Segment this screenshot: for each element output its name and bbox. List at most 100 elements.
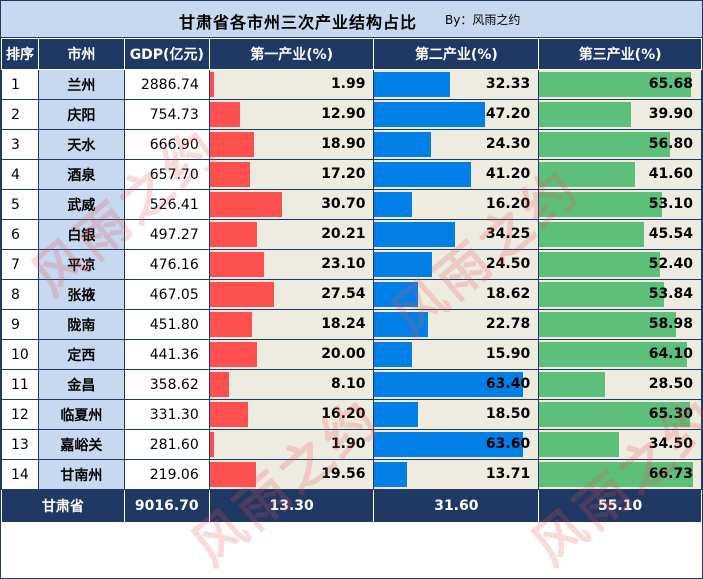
gdp-cell: 657.70 — [123, 159, 210, 190]
header-tertiary: 第三产业(%) — [538, 38, 702, 70]
tertiary-value: 56.80 — [648, 136, 693, 152]
header-row: 排序 市州 GDP(亿元) 第一产业(%) 第二产业(%) 第三产业(%) — [1, 38, 702, 70]
secondary-cell: 63.40 — [373, 369, 540, 400]
tertiary-cell: 41.60 — [538, 159, 702, 190]
tertiary-bar — [539, 372, 606, 397]
secondary-value: 32.33 — [485, 76, 531, 92]
city-cell: 陇南 — [37, 309, 125, 340]
primary-value: 8.10 — [330, 376, 366, 392]
rank-cell: 13 — [1, 429, 39, 460]
tertiary-value: 65.68 — [648, 76, 693, 92]
gdp-cell: 281.60 — [123, 429, 210, 460]
tertiary-cell: 52.40 — [538, 249, 702, 280]
secondary-value: 63.60 — [485, 436, 531, 452]
primary-cell: 19.56 — [208, 459, 375, 490]
primary-bar — [209, 132, 254, 157]
primary-value: 19.56 — [321, 466, 366, 482]
header-city: 市州 — [37, 38, 125, 70]
primary-value: 27.54 — [321, 286, 366, 302]
tertiary-value: 52.40 — [648, 256, 693, 272]
secondary-value: 24.50 — [485, 256, 531, 272]
primary-cell: 17.20 — [208, 159, 375, 190]
secondary-value: 22.78 — [485, 316, 531, 332]
secondary-value: 41.20 — [485, 166, 531, 182]
chart-title: 甘肃省各市州三次产业结构占比 — [179, 13, 418, 32]
tertiary-bar — [539, 162, 636, 187]
primary-value: 17.20 — [321, 166, 366, 182]
tertiary-value: 64.10 — [648, 346, 693, 362]
tertiary-cell: 39.90 — [538, 99, 702, 130]
table-row: 4 酒泉 657.70 17.20 41.20 41.60 — [1, 159, 702, 190]
table-row: 1 兰州 2886.74 1.99 32.33 65.68 — [1, 69, 702, 100]
header-primary: 第一产业(%) — [208, 38, 375, 70]
primary-bar — [209, 282, 275, 307]
tertiary-bar — [539, 402, 691, 427]
secondary-cell: 24.30 — [373, 129, 540, 160]
table-row: 12 临夏州 331.30 16.20 18.50 65.30 — [1, 399, 702, 430]
secondary-cell: 32.33 — [373, 69, 540, 100]
gdp-cell: 441.36 — [123, 339, 210, 370]
primary-cell: 18.24 — [208, 309, 375, 340]
total-gdp: 9016.70 — [123, 489, 210, 523]
city-cell: 天水 — [37, 129, 125, 160]
secondary-cell: 34.25 — [373, 219, 540, 250]
primary-cell: 30.70 — [208, 189, 375, 220]
secondary-bar — [374, 372, 523, 397]
secondary-cell: 18.50 — [373, 399, 540, 430]
tertiary-bar — [539, 102, 632, 127]
city-cell: 白银 — [37, 219, 125, 250]
secondary-cell: 47.20 — [373, 99, 540, 130]
tertiary-value: 53.10 — [648, 196, 693, 212]
header-gdp: GDP(亿元) — [123, 38, 210, 70]
secondary-bar — [374, 132, 432, 157]
primary-value: 23.10 — [321, 256, 366, 272]
total-row: 甘肃省 9016.70 13.30 31.60 55.10 — [1, 489, 702, 523]
rank-cell: 7 — [1, 249, 39, 280]
primary-cell: 27.54 — [208, 279, 375, 310]
city-cell: 金昌 — [37, 369, 125, 400]
secondary-cell: 41.20 — [373, 159, 540, 190]
tertiary-cell: 64.10 — [538, 339, 702, 370]
tertiary-value: 28.50 — [648, 376, 693, 392]
primary-bar — [209, 102, 240, 127]
tertiary-value: 34.50 — [648, 436, 693, 452]
primary-cell: 12.90 — [208, 99, 375, 130]
secondary-value: 34.25 — [485, 226, 531, 242]
rank-cell: 10 — [1, 339, 39, 370]
total-secondary: 31.60 — [373, 489, 540, 523]
primary-cell: 18.90 — [208, 129, 375, 160]
primary-bar — [209, 402, 248, 427]
city-cell: 武威 — [37, 189, 125, 220]
table-row: 10 定西 441.36 20.00 15.90 64.10 — [1, 339, 702, 370]
tertiary-bar — [539, 192, 662, 217]
tertiary-bar — [539, 72, 692, 97]
tertiary-bar — [539, 282, 664, 307]
table-row: 9 陇南 451.80 18.24 22.78 58.98 — [1, 309, 702, 340]
rank-cell: 14 — [1, 459, 39, 490]
primary-bar — [209, 162, 250, 187]
table-row: 2 庆阳 754.73 12.90 47.20 39.90 — [1, 99, 702, 130]
city-cell: 嘉峪关 — [37, 429, 125, 460]
total-label: 甘肃省 — [1, 489, 125, 523]
rank-cell: 5 — [1, 189, 39, 220]
secondary-value: 18.62 — [485, 286, 531, 302]
gdp-cell: 331.30 — [123, 399, 210, 430]
secondary-bar — [374, 312, 428, 337]
primary-bar — [209, 192, 282, 217]
secondary-value: 18.50 — [485, 406, 531, 422]
secondary-bar — [374, 432, 524, 457]
rank-cell: 8 — [1, 279, 39, 310]
tertiary-bar — [539, 132, 671, 157]
primary-value: 18.24 — [321, 316, 366, 332]
table-row: 11 金昌 358.62 8.10 63.40 28.50 — [1, 369, 702, 400]
tertiary-bar — [539, 252, 661, 277]
secondary-cell: 24.50 — [373, 249, 540, 280]
secondary-bar — [374, 342, 412, 367]
rank-cell: 3 — [1, 129, 39, 160]
byline: By：风雨之约 — [445, 13, 521, 27]
secondary-bar — [374, 462, 407, 487]
primary-cell: 8.10 — [208, 369, 375, 400]
gdp-cell: 666.90 — [123, 129, 210, 160]
primary-value: 1.90 — [330, 436, 366, 452]
